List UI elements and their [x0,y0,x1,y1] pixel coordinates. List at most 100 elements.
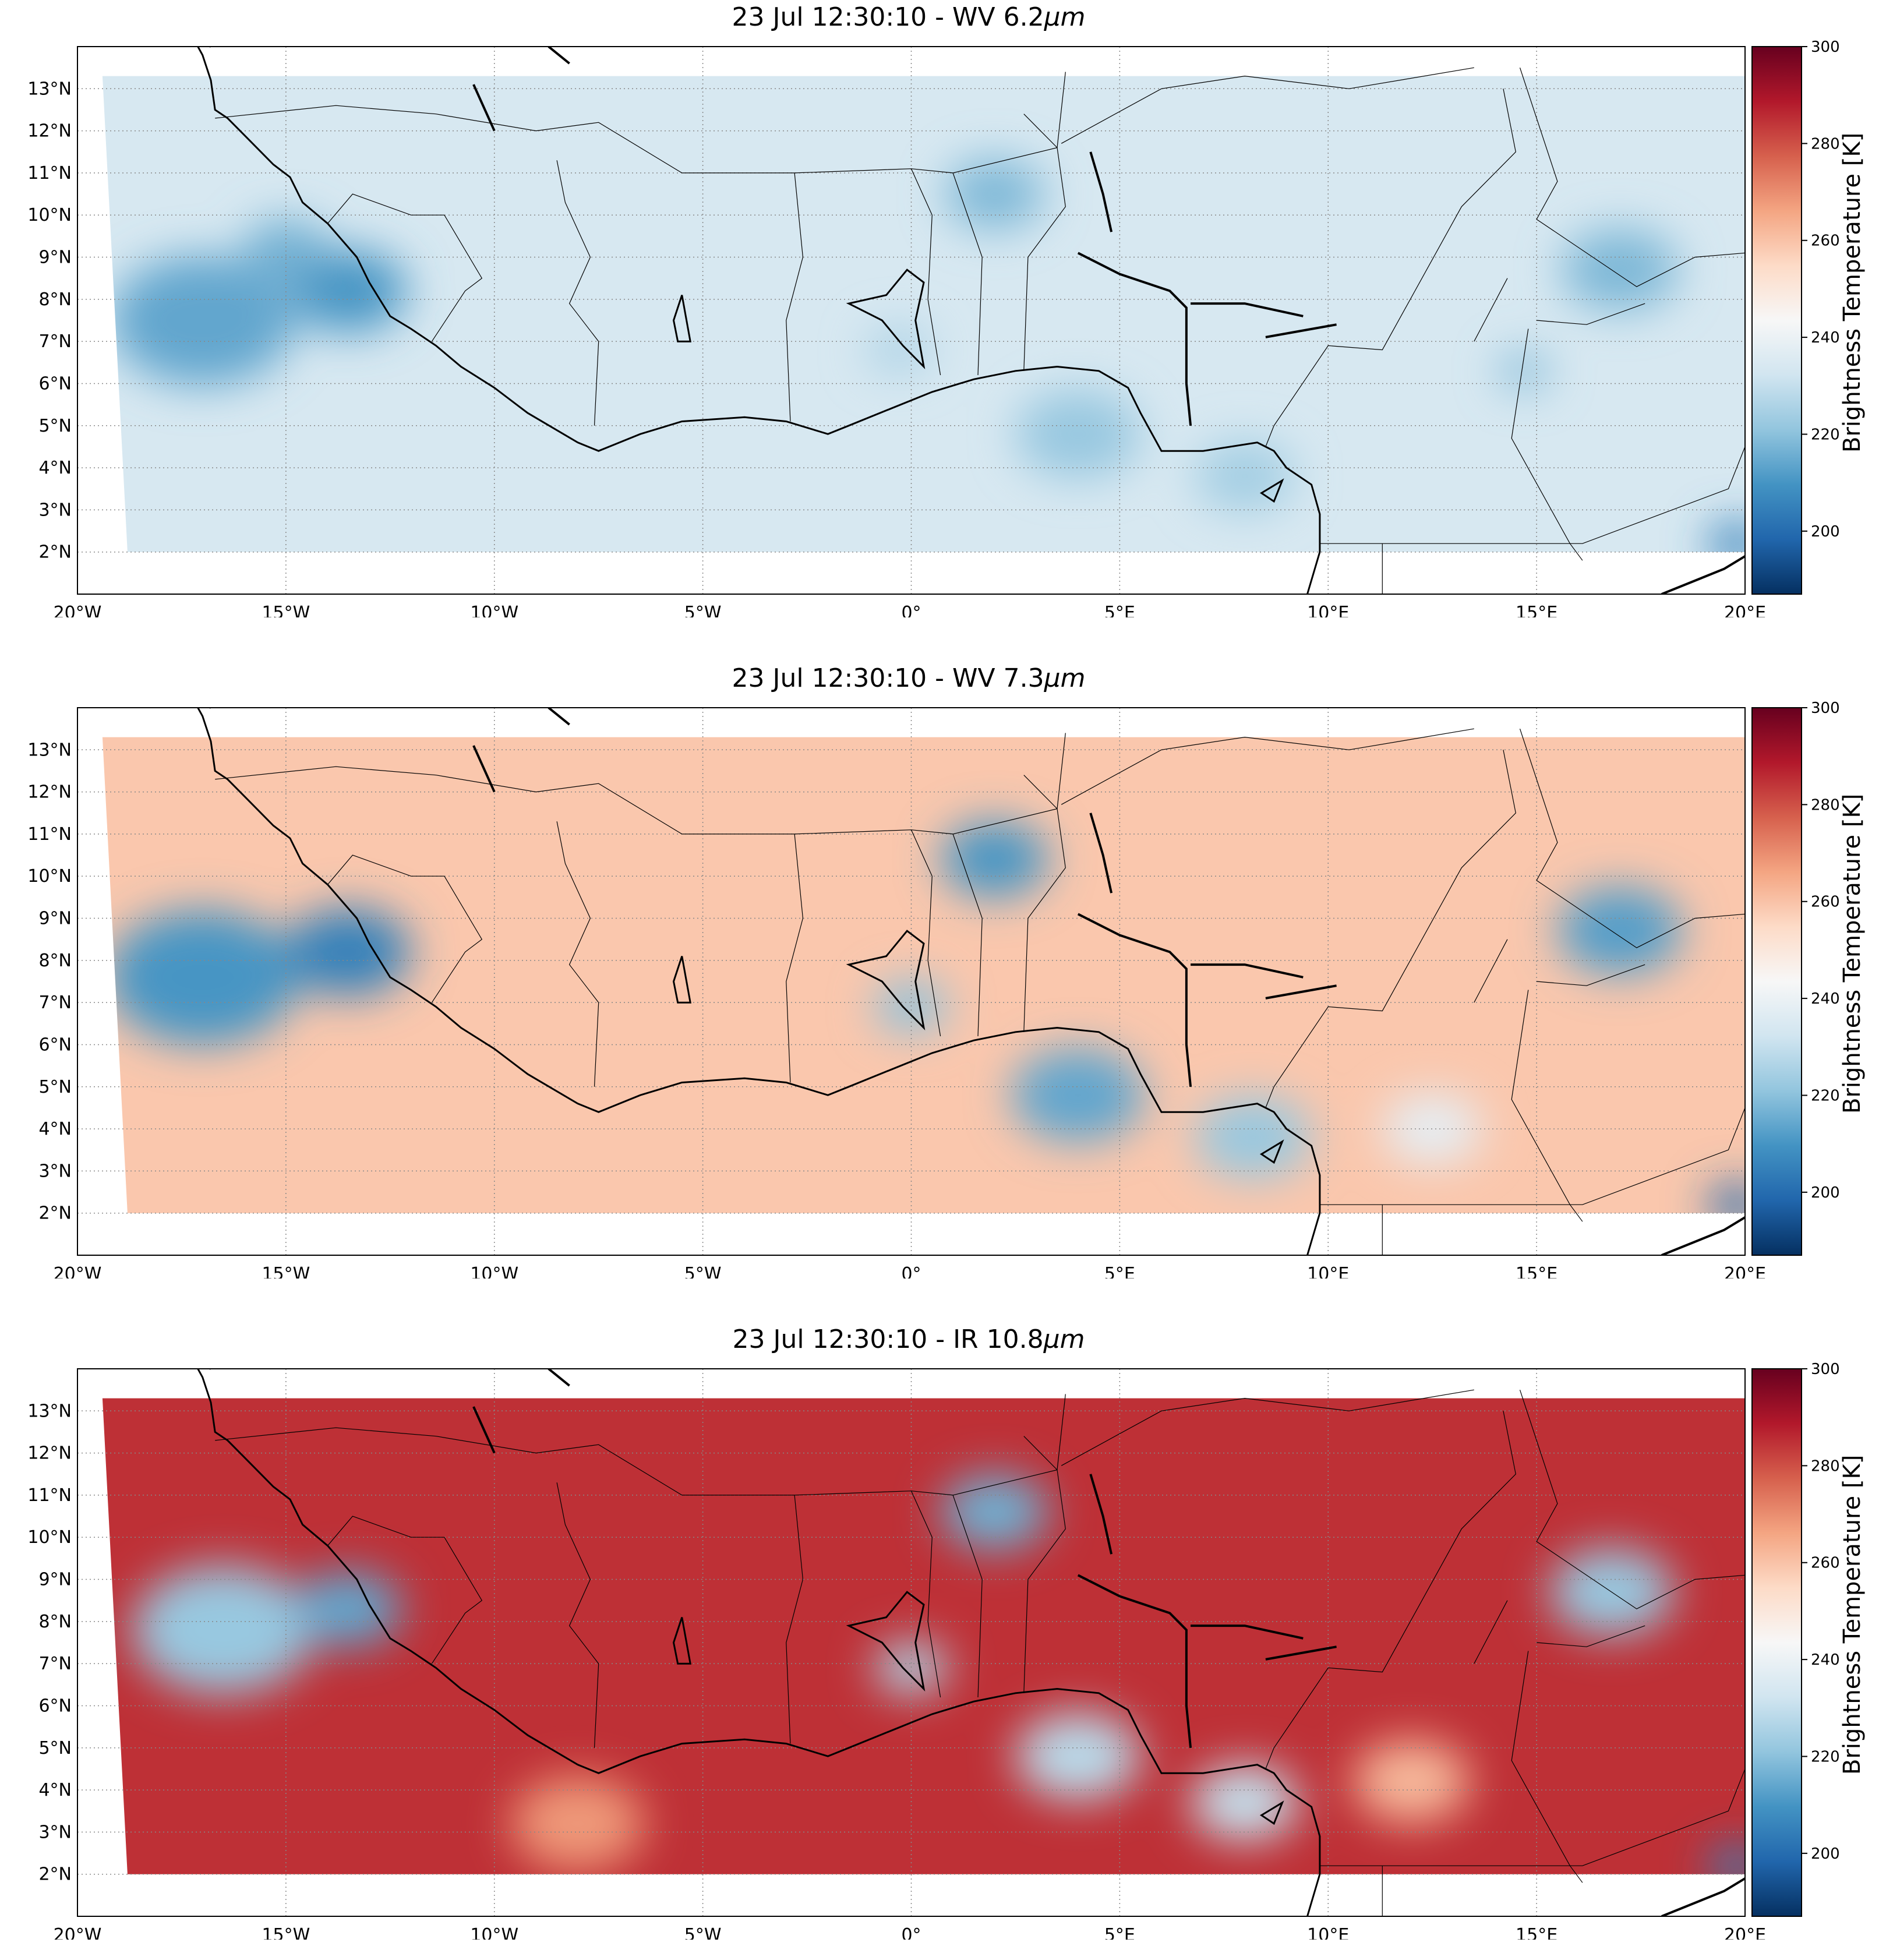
cloud-cluster [944,158,1045,229]
lon-tick-label: 10°E [1307,603,1349,617]
colorbar [1751,1368,1802,1917]
lat-tick-label: 13°N [27,79,72,99]
river [1661,555,1745,594]
lon-tick-label: 5°E [1104,1925,1135,1940]
lon-tick-label: 10°E [1307,1925,1349,1940]
river [1089,151,1113,232]
lon-tick-label: 5°W [684,1925,722,1940]
brightness-field [102,737,1745,1213]
cloud-cluster [1707,522,1745,552]
country-border [1061,67,1474,144]
lon-tick-label: 10°W [470,1925,518,1940]
cloud-cluster [1015,1712,1141,1801]
colorbar [1751,46,1802,595]
river [208,47,211,48]
country-border [1061,728,1474,805]
colorbar-tick-label: 200 [1811,1184,1840,1202]
river [472,1406,496,1454]
lat-tick-label: 4°N [38,1119,72,1139]
lat-tick-label: 3°N [38,1161,72,1181]
lon-tick-label: 15°E [1516,603,1557,617]
colorbar-tick-label: 300 [1811,700,1840,717]
lat-tick-label: 5°N [38,416,72,436]
lat-tick-label: 11°N [27,163,72,183]
river [472,745,496,793]
river [1191,963,1304,979]
map-frame [77,1368,1746,1917]
cloud-cluster [874,1641,949,1694]
country-border [1061,1389,1474,1466]
panel-title: 23 Jul 12:30:10 - WV 7.3μm [732,663,1086,693]
country-border [556,1482,599,1748]
lon-tick-label: 10°W [470,1264,518,1279]
cloud-cluster [244,219,328,278]
country-border [1319,446,1745,544]
panel-title: 23 Jul 12:30:10 - WV 6.2μm [732,2,1086,32]
lat-tick-label: 3°N [38,500,72,520]
lon-tick-label: 20°W [54,1264,102,1279]
cloud-cluster [132,1565,315,1695]
lat-tick-label: 12°N [27,1443,72,1464]
lat-tick-label: 13°N [27,1401,72,1421]
lat-tick-label: 8°N [38,289,72,310]
lat-tick-label: 12°N [27,782,72,803]
colorbar-tick-label: 220 [1811,1087,1840,1104]
lat-tick-label: 8°N [38,951,72,971]
river [1191,302,1304,317]
coastline [197,708,1321,1255]
country-border [1319,1768,1745,1866]
lake-outline [846,269,926,369]
lon-tick-label: 5°W [684,603,722,617]
river [1089,813,1113,894]
country-border [1474,1600,1508,1664]
river [208,1369,211,1370]
map-ir108: 20°W 15°W 10°W 5°W 0° 5°E 10°E 15°E 20°E 2°N 3°N 4°… [27,1361,1840,1940]
lake-outline [846,930,926,1030]
country-border [1474,278,1508,342]
colorbar-tick-label: 260 [1811,1555,1840,1572]
lat-tick-label: 3°N [38,1822,72,1842]
cloud-cluster [1557,887,1683,976]
country-border [952,172,983,376]
country-border [1023,114,1066,371]
lon-tick-label: 20°E [1724,1264,1766,1279]
cloud-cluster [1707,1845,1745,1874]
country-border [786,1495,804,1744]
lake-outline [672,295,691,342]
river [1089,1474,1113,1555]
country-border [1519,729,1745,948]
lat-tick-label: 6°N [38,373,72,394]
lon-tick-label: 15°W [262,1925,310,1940]
lat-tick-label: 2°N [38,1864,72,1885]
panel-title: 23 Jul 12:30:10 - IR 10.8μm [732,1325,1085,1354]
cloud-cluster [290,249,407,333]
country-border [910,1491,941,1698]
cloud-cluster [940,1474,1049,1551]
lon-tick-label: 20°W [54,603,102,617]
lat-tick-label: 4°N [38,1780,72,1800]
cloud-cluster [1353,1740,1470,1823]
cloud-cluster [285,907,411,997]
country-border [1511,329,1583,561]
cloud-cluster [874,980,949,1033]
lat-tick-label: 2°N [38,542,72,563]
country-border [910,168,941,376]
colorbar-tick-label: 240 [1811,329,1840,347]
country-border [215,733,1066,835]
map-wv62: 20°W 15°W 10°W 5°W 0° 5°E 10°E 15°E 20°E 2°N 3°N 4°… [27,38,1840,617]
colorbar-tick-label: 260 [1811,894,1840,911]
colorbar-label: Brightness Temperature [K] [1839,793,1866,1114]
river [1077,913,1192,1087]
lat-tick-label: 10°N [27,866,72,887]
coastline [197,1369,1321,1916]
country-border [1537,1625,1645,1647]
cloud-cluster [1011,1048,1145,1143]
lat-tick-label: 10°N [27,205,72,225]
lat-tick-label: 7°N [38,331,72,352]
panel-wv62: 23 Jul 12:30:10 - WV 6.2μm 20°W 15°W 10°W 5… [0,0,1886,617]
cloud-cluster [1015,390,1141,479]
brightness-field [102,76,1745,552]
lat-tick-label: 5°N [38,1077,72,1097]
map-frame [77,46,1746,595]
country-border [952,834,983,1037]
